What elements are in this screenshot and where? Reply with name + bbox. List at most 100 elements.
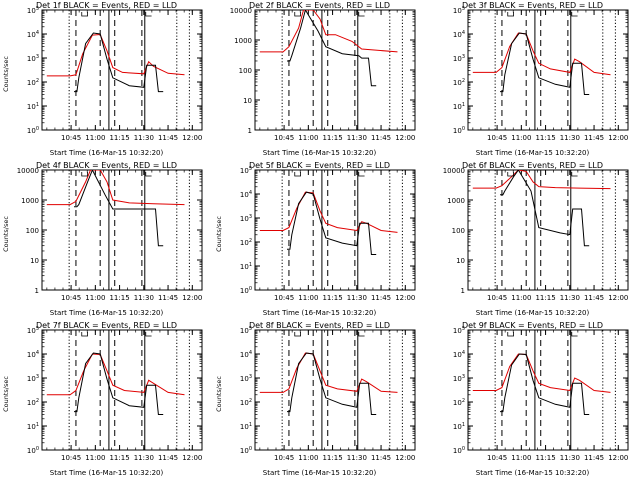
y-tick-label: 105 xyxy=(453,6,465,15)
x-tick-label: 11:45 xyxy=(584,294,604,302)
x-tick-label: 10:45 xyxy=(487,294,507,302)
lld-series-line xyxy=(259,191,398,233)
x-tick-label: 11:45 xyxy=(158,134,178,142)
x-tick-label: 11:15 xyxy=(322,454,342,462)
panel-title: Det 1f BLACK = Events, RED = LLD xyxy=(35,1,178,10)
events-series-line xyxy=(74,32,164,93)
y-tick-label: 100 xyxy=(27,446,39,455)
y-tick-label: 100 xyxy=(27,126,39,135)
y-tick-label: 102 xyxy=(27,398,39,407)
y-tick-label: 101 xyxy=(453,102,465,111)
y-tick-label: 10 xyxy=(30,257,39,265)
y-tick-label: 105 xyxy=(240,326,252,335)
y-tick-label: 100 xyxy=(453,446,465,455)
top-bracket-marker xyxy=(571,332,578,337)
panel-plot: 100 101 102 103 104 105 10:45 11:00 11:15 11:30 11… xyxy=(453,6,629,142)
top-bracket-marker xyxy=(571,12,578,17)
plot-frame xyxy=(41,169,203,291)
top-bracket-marker xyxy=(145,12,152,17)
top-bracket-marker xyxy=(81,332,88,337)
x-tick-label: 10:45 xyxy=(274,134,294,142)
x-tick-label: 11:15 xyxy=(109,134,129,142)
x-tick-label: 11:30 xyxy=(134,454,154,462)
events-series-line xyxy=(500,170,590,247)
panel-title: Det 5f BLACK = Events, RED = LLD xyxy=(248,161,391,170)
x-tick-label: 11:30 xyxy=(134,134,154,142)
lld-series-line xyxy=(46,170,185,206)
y-tick-label: 100 xyxy=(26,227,39,235)
y-tick-label: 100 xyxy=(240,446,252,455)
y-tick-label: 10 xyxy=(456,257,465,265)
x-tick-label: 11:45 xyxy=(584,134,604,142)
detector-panel: Det 2f BLACK = Events, RED = LLD 1 10 100 10… xyxy=(213,0,426,160)
detector-panel: Det 9f BLACK = Events, RED = LLD 100 101 10… xyxy=(426,320,639,480)
y-tick-label: 105 xyxy=(27,326,39,335)
x-tick-label: 12:00 xyxy=(608,294,628,302)
lld-series-line xyxy=(46,33,185,77)
x-axis-label: Start Time (16-Mar-15 10:32:20) xyxy=(49,469,164,477)
x-tick-label: 10:45 xyxy=(487,134,507,142)
y-tick-label: 101 xyxy=(453,422,465,431)
x-tick-label: 11:30 xyxy=(347,454,367,462)
top-bracket-marker xyxy=(358,332,365,337)
y-tick-label: 10000 xyxy=(230,7,252,15)
y-tick-label: 102 xyxy=(453,398,465,407)
x-tick-label: 11:45 xyxy=(371,134,391,142)
y-tick-label: 103 xyxy=(453,374,465,383)
lld-series-line xyxy=(472,170,611,190)
events-series-line xyxy=(500,32,590,95)
x-tick-label: 11:00 xyxy=(511,134,531,142)
x-tick-label: 11:30 xyxy=(560,134,580,142)
y-tick-label: 104 xyxy=(453,350,465,359)
y-axis-label: Counts/sec xyxy=(215,376,223,412)
y-tick-label: 104 xyxy=(240,350,252,359)
top-bracket-marker xyxy=(294,332,301,337)
x-tick-label: 11:45 xyxy=(371,454,391,462)
panel-plot: 100 101 102 103 104 105 10:45 11:00 11:15 11:30 11… xyxy=(240,326,416,462)
x-tick-label: 10:45 xyxy=(274,294,294,302)
y-tick-label: 105 xyxy=(453,326,465,335)
y-tick-label: 104 xyxy=(27,350,39,359)
x-tick-label: 11:15 xyxy=(109,454,129,462)
y-tick-label: 102 xyxy=(240,398,252,407)
y-tick-label: 1 xyxy=(35,287,39,295)
panel-plot: 100 101 102 103 104 105 10:45 11:00 11:15 11:30 11… xyxy=(27,326,203,462)
y-tick-label: 10000 xyxy=(443,167,465,175)
x-tick-label: 11:00 xyxy=(85,294,105,302)
panel-title: Det 7f BLACK = Events, RED = LLD xyxy=(35,321,178,330)
x-tick-label: 11:45 xyxy=(584,454,604,462)
detector-panel: Det 4f BLACK = Events, RED = LLD 1 10 100 10… xyxy=(0,160,213,320)
panel-plot: 1 10 100 1000 10000 10:45 11:00 11:15 11:30 11:45… xyxy=(443,167,629,302)
x-tick-label: 10:45 xyxy=(61,134,81,142)
panel-plot: 1 10 100 1000 10000 10:45 11:00 11:15 11:30 11:45… xyxy=(17,167,203,302)
x-tick-label: 11:00 xyxy=(511,454,531,462)
y-tick-label: 103 xyxy=(240,374,252,383)
y-tick-label: 105 xyxy=(27,6,39,15)
panel-plot: 100 101 102 103 104 105 10:45 11:00 11:15 11:30 11… xyxy=(240,166,416,302)
panel-title: Det 9f BLACK = Events, RED = LLD xyxy=(461,321,604,330)
x-tick-label: 11:45 xyxy=(158,454,178,462)
x-tick-label: 12:00 xyxy=(182,134,202,142)
y-tick-label: 100 xyxy=(239,67,252,75)
x-axis-label: Start Time (16-Mar-15 10:32:20) xyxy=(262,469,377,477)
top-bracket-marker xyxy=(294,172,301,177)
plot-frame xyxy=(41,329,203,451)
x-tick-label: 11:00 xyxy=(511,294,531,302)
panel-title: Det 2f BLACK = Events, RED = LLD xyxy=(248,1,391,10)
y-tick-label: 102 xyxy=(453,78,465,87)
x-tick-label: 11:00 xyxy=(298,134,318,142)
x-tick-label: 12:00 xyxy=(395,294,415,302)
top-bracket-marker xyxy=(81,12,88,17)
lld-series-line xyxy=(472,353,611,393)
x-tick-label: 11:30 xyxy=(560,294,580,302)
x-tick-label: 11:00 xyxy=(85,454,105,462)
y-tick-label: 10 xyxy=(243,97,252,105)
y-axis-label: Counts/sec xyxy=(2,216,10,252)
x-tick-label: 11:15 xyxy=(109,294,129,302)
y-tick-label: 1 xyxy=(461,287,465,295)
detector-panel: Det 1f BLACK = Events, RED = LLD 100 101 10… xyxy=(0,0,213,160)
y-tick-label: 103 xyxy=(27,54,39,63)
x-tick-label: 11:30 xyxy=(347,134,367,142)
x-axis-label: Start Time (16-Mar-15 10:32:20) xyxy=(49,309,164,317)
